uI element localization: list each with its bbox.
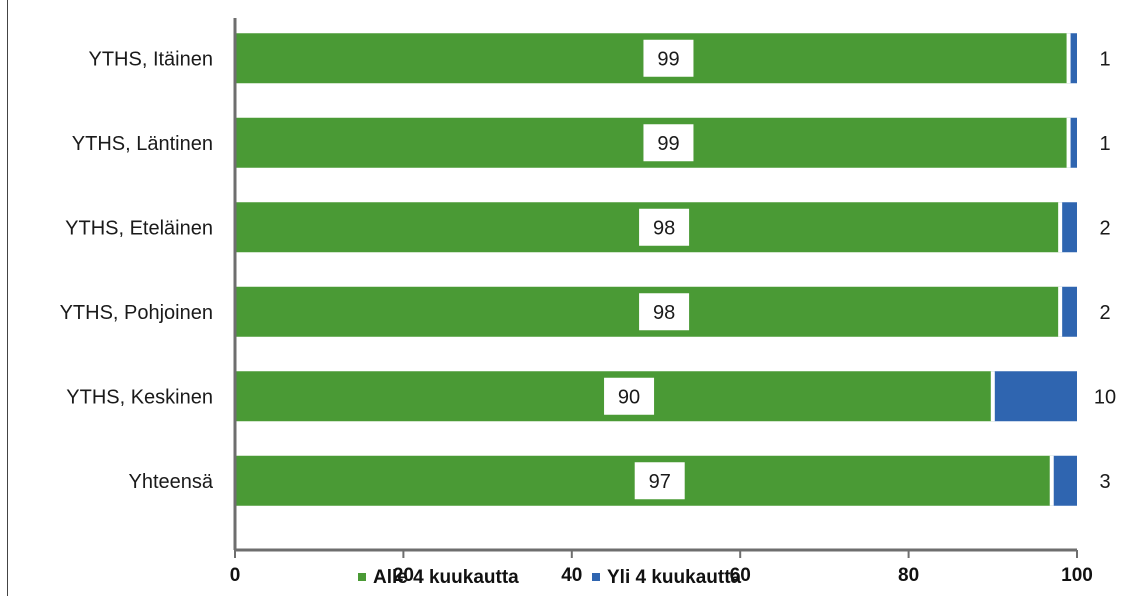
data-label-box: [639, 293, 690, 331]
bar-yli-4-kuukautta: [1060, 286, 1077, 337]
category-label: YTHS, Keskinen: [66, 386, 213, 408]
bar-yli-4-kuukautta: [1068, 117, 1077, 168]
category-label: YTHS, Läntinen: [72, 133, 213, 155]
category-label: Yhteensä: [128, 471, 213, 493]
data-label-alle-4-kuukautta: 99: [657, 133, 679, 155]
data-label-box: [643, 124, 694, 162]
bar-yli-4-kuukautta: [1068, 33, 1077, 84]
legend: Alle 4 kuukautta Yli 4 kuukautta: [358, 567, 742, 588]
x-tick-label: 0: [230, 565, 241, 586]
data-label-yli-4-kuukautta: 2: [1099, 217, 1110, 239]
data-label-alle-4-kuukautta: 99: [657, 48, 679, 70]
legend-item-yli-4-kuukautta-swatch: [592, 573, 600, 581]
data-label-alle-4-kuukautta: 98: [653, 217, 675, 239]
data-label-yli-4-kuukautta: 1: [1099, 48, 1110, 70]
x-tick-label: 60: [730, 565, 751, 586]
data-label-alle-4-kuukautta: 97: [649, 471, 671, 493]
legend-item-alle-4-kuukautta-swatch: [358, 573, 366, 581]
x-tick-label: 40: [561, 565, 582, 586]
data-label-box: [604, 377, 655, 415]
category-label: YTHS, Eteläinen: [65, 217, 213, 239]
data-label-yli-4-kuukautta: 10: [1094, 386, 1116, 408]
data-label-box: [643, 39, 694, 77]
axis-layer: 0 20 40 60 80 100: [230, 18, 1093, 586]
legend-item-alle-4-kuukautta-label: Alle 4 kuukautta: [373, 567, 519, 588]
bars-layer: [236, 33, 1077, 506]
x-tick-label: 100: [1061, 565, 1093, 586]
category-label: YTHS, Pohjoinen: [60, 302, 213, 324]
bar-yli-4-kuukautta: [1060, 202, 1077, 253]
labels-layer: YTHS, Itäinen 99 1 YTHS, Läntinen 99 1 YTHS, E…: [60, 39, 1116, 500]
bar-yli-4-kuukautta: [1051, 455, 1077, 506]
data-label-yli-4-kuukautta: 2: [1099, 302, 1110, 324]
data-label-yli-4-kuukautta: 3: [1099, 471, 1110, 493]
legend-item-yli-4-kuukautta-label: Yli 4 kuukautta: [607, 567, 742, 588]
data-label-box: [634, 462, 685, 500]
data-label-box: [639, 208, 690, 246]
data-label-alle-4-kuukautta: 98: [653, 302, 675, 324]
bar-yli-4-kuukautta: [992, 371, 1077, 422]
category-label: YTHS, Itäinen: [88, 48, 213, 70]
data-label-yli-4-kuukautta: 1: [1099, 133, 1110, 155]
x-tick-label: 20: [393, 565, 414, 586]
x-tick-label: 80: [898, 565, 919, 586]
data-label-alle-4-kuukautta: 90: [618, 386, 640, 408]
